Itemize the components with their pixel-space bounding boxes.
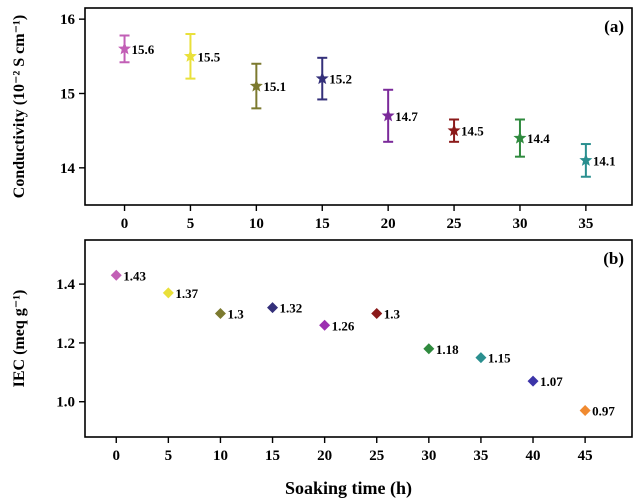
x-tick-label: 35: [578, 216, 593, 232]
x-tick-label: 20: [381, 216, 396, 232]
y-axis-label: Conductivity (10⁻² S cm⁻¹): [11, 15, 28, 198]
panel-label: (a): [604, 17, 624, 36]
data-point: [183, 49, 197, 62]
panel-a: (a) 0 5 10 15 20 25 30 35 14 15 16 Conductivity (10⁻…: [11, 7, 633, 232]
data-point: [162, 287, 174, 299]
data-label: 15.2: [329, 72, 352, 87]
y-tick-label: 1.0: [56, 395, 75, 411]
data-point: [513, 131, 527, 144]
data-point: [118, 42, 132, 55]
data-label: 14.7: [395, 109, 418, 124]
x-tick-label: 10: [213, 448, 228, 464]
data-label: 1.3: [384, 307, 401, 322]
data-label: 14.5: [461, 124, 484, 139]
y-tick-label: 15: [60, 86, 75, 102]
x-tick-label: 0: [121, 216, 129, 232]
y-tick-label: 14: [60, 161, 76, 177]
data-point: [423, 343, 435, 355]
x-tick-label: 15: [315, 216, 330, 232]
data-point: [579, 405, 591, 417]
data-label: 1.43: [123, 268, 146, 283]
data-point: [371, 308, 383, 320]
data-point: [447, 123, 461, 137]
data-point: [315, 71, 329, 85]
data-label: 0.97: [592, 404, 615, 419]
data-label: 15.1: [263, 79, 286, 94]
data-label: 1.15: [488, 351, 511, 366]
panel-label: (b): [603, 249, 624, 268]
x-tick-label: 20: [317, 448, 332, 464]
data-label: 1.07: [540, 374, 563, 389]
data-label: 1.18: [436, 342, 459, 357]
x-tick-label: 40: [526, 448, 541, 464]
y-tick-label: 1.2: [56, 336, 75, 352]
x-axis-label: Soaking time (h): [285, 478, 412, 499]
x-tick-label: 30: [512, 216, 527, 232]
x-tick-label: 15: [265, 448, 280, 464]
data-label: 15.6: [132, 42, 155, 57]
x-tick-label: 5: [187, 216, 195, 232]
y-tick-label: 1.4: [56, 277, 75, 293]
plot-frame: [84, 239, 633, 438]
x-tick-label: 25: [447, 216, 462, 232]
y-tick-label: 16: [60, 12, 76, 28]
x-tick-label: 10: [249, 216, 264, 232]
data-point: [267, 302, 279, 314]
data-point: [214, 308, 226, 320]
data-label: 14.1: [593, 153, 616, 168]
data-label: 14.4: [527, 131, 550, 146]
data-label: 1.32: [280, 301, 303, 316]
x-tick-label: 5: [165, 448, 173, 464]
y-axis-label: IEC (meq g⁻¹): [11, 290, 28, 388]
plot-frame: [84, 7, 633, 206]
data-label: 15.5: [197, 49, 220, 64]
data-label: 1.26: [332, 318, 355, 333]
data-point: [527, 375, 539, 387]
x-tick-label: 0: [113, 448, 121, 464]
x-tick-label: 30: [421, 448, 436, 464]
data-label: 1.37: [175, 286, 198, 301]
panel-b: (b) 0 5 10 15 20 25 30 35 40 45 1.0 1.2 1.4 IEC (meq g…: [11, 239, 633, 499]
data-label: 1.3: [227, 307, 244, 322]
data-point: [249, 79, 263, 92]
data-point: [579, 153, 593, 166]
data-point: [110, 269, 122, 281]
data-point: [381, 108, 395, 122]
data-point: [475, 352, 487, 364]
x-tick-label: 25: [369, 448, 384, 464]
data-point: [319, 319, 331, 331]
x-tick-label: 45: [578, 448, 593, 464]
x-tick-label: 35: [473, 448, 488, 464]
